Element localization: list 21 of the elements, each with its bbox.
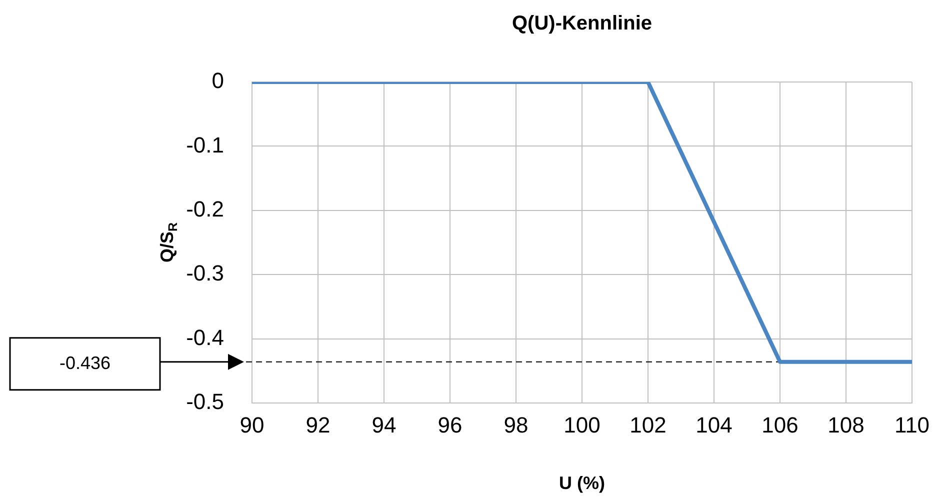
- y-tick-label: 0: [212, 68, 224, 94]
- x-tick-label: 102: [630, 412, 666, 438]
- x-tick-label: 100: [564, 412, 600, 438]
- x-tick-label: 110: [894, 412, 930, 438]
- y-axis-title: Q/SR: [156, 222, 180, 263]
- y-tick-label: -0.5: [186, 389, 224, 414]
- x-tick-label: 90: [240, 412, 264, 438]
- x-tick-label: 98: [504, 412, 528, 438]
- ref-line-label: -0.436: [59, 352, 111, 373]
- x-tick-label: 92: [306, 412, 330, 438]
- y-tick-label: -0.3: [186, 260, 224, 286]
- x-tick-label: 106: [762, 412, 798, 438]
- x-tick-label: 104: [696, 412, 732, 438]
- chart-title: Q(U)-Kennlinie: [512, 12, 652, 35]
- y-tick-label: -0.4: [186, 324, 224, 350]
- x-tick-label: 94: [372, 412, 396, 438]
- x-tick-label: 108: [828, 412, 864, 438]
- y-tick-label: -0.2: [186, 196, 224, 222]
- x-tick-label: 96: [438, 412, 462, 438]
- x-axis-title: U (%): [559, 472, 606, 493]
- y-tick-label: -0.1: [186, 132, 224, 158]
